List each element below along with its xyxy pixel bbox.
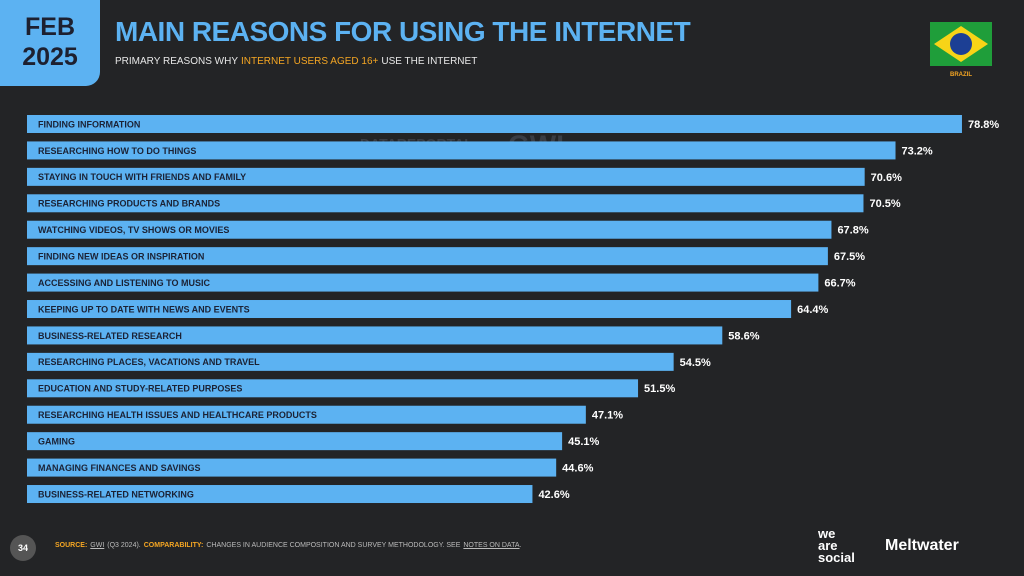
bar [27,141,896,160]
brand-logo: we are social [818,526,855,565]
bar [27,326,723,345]
brand-word: social [818,550,855,565]
value-label: 64.4% [797,304,828,316]
date-box: FEB 2025 [0,0,100,86]
category-label: WATCHING VIDEOS, TV SHOWS OR MOVIES [38,225,229,235]
value-label: 67.5% [834,251,865,263]
subtitle-highlight: INTERNET USERS AGED 16+ [241,56,379,67]
bar [27,194,864,213]
category-label: RESEARCHING HEALTH ISSUES AND HEALTHCARE… [38,410,317,420]
month: FEB [25,13,75,41]
value-label: 51.5% [644,383,675,395]
category-label: KEEPING UP TO DATE WITH NEWS AND EVENTS [38,304,250,314]
bar [27,167,865,186]
category-label: BUSINESS-RELATED RESEARCH [38,331,182,341]
subtitle-text: USE THE INTERNET [381,56,478,67]
brand-logo: Meltwater [885,537,959,554]
value-label: 73.2% [902,145,933,157]
category-label: RESEARCHING PRODUCTS AND BRANDS [38,199,220,209]
title: MAIN REASONS FOR USING THE INTERNET [115,16,691,47]
category-label: MANAGING FINANCES AND SAVINGS [38,463,201,473]
bar [27,247,828,266]
bar [27,485,533,504]
bar [27,379,639,398]
value-label: 70.5% [869,198,900,210]
value-label: 78.8% [968,119,999,131]
value-label: 54.5% [680,357,711,369]
brand-word: are [818,538,838,553]
value-label: 66.7% [824,277,855,289]
category-label: EDUCATION AND STUDY-RELATED PURPOSES [38,384,242,394]
bar [27,405,586,424]
source-period: (Q3 2024). [107,542,141,549]
category-label: ACCESSING AND LISTENING TO MUSIC [38,278,211,288]
year: 2025 [22,43,78,71]
comparability-label: COMPARABILITY: [143,542,204,549]
source: GWI [90,542,105,549]
notes-end: . [519,542,522,549]
bar [27,273,819,292]
subtitle-text: PRIMARY REASONS WHY [115,56,238,67]
category-label: RESEARCHING PLACES, VACATIONS AND TRAVEL [38,357,260,367]
category-label: GAMING [38,437,75,447]
footer: SOURCE: GWI (Q3 2024). COMPARABILITY: CHANGE… [55,542,524,549]
value-label: 45.1% [568,436,599,448]
bar [27,432,563,451]
page-number: 34 [10,535,36,561]
category-label: FINDING INFORMATION [38,119,140,129]
value-label: 67.8% [837,225,868,237]
value-label: 47.1% [592,410,623,422]
bar [27,115,962,133]
subtitle: PRIMARY REASONS WHY INTERNET USERS AGED 1… [115,56,480,67]
flag [930,22,992,66]
value-label: 70.6% [871,172,902,184]
bar [27,220,832,239]
value-label: 42.6% [538,489,569,501]
bar [27,352,674,371]
category-label: BUSINESS-RELATED NETWORKING [38,489,194,499]
brand-word: we [818,526,836,541]
flag-globe [950,33,972,55]
value-label: 58.6% [728,330,759,342]
value-label: 44.6% [562,462,593,474]
category-label: FINDING NEW IDEAS OR INSPIRATION [38,252,204,262]
comparability: CHANGES IN AUDIENCE COMPOSITION AND SURV… [206,542,461,549]
bar [27,458,557,477]
category-label: RESEARCHING HOW TO DO THINGS [38,146,196,156]
country: BRAZIL [950,72,972,78]
category-label: STAYING IN TOUCH WITH FRIENDS AND FAMILY [38,172,246,182]
source-label: SOURCE: [55,542,88,549]
notes-link[interactable]: NOTES ON DATA [463,542,520,549]
bar [27,300,792,319]
